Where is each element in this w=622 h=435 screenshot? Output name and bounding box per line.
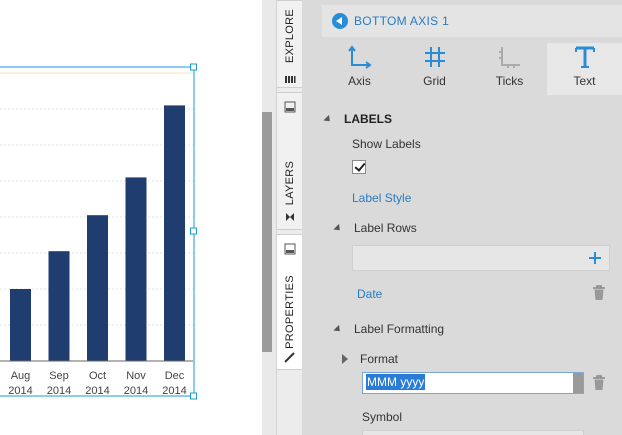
label-rows-title: Label Rows <box>354 221 417 235</box>
show-labels-label: Show Labels <box>352 137 421 151</box>
ticks-icon <box>498 47 520 68</box>
text-icon <box>574 46 595 68</box>
label-formatting-title: Label Formatting <box>354 322 445 336</box>
x-tick-label: 2014 <box>124 385 148 397</box>
label-rows-header[interactable]: Label Rows <box>333 221 417 235</box>
tab-grid-label: Grid <box>423 74 446 88</box>
panel-header: BOTTOM AXIS 1 <box>322 5 622 37</box>
selection-handle-bottom-right[interactable] <box>190 392 197 400</box>
axis-property-tabs: Axis Grid Ticks Text <box>322 43 622 95</box>
x-axis-tick-labels: Aug 2014 Sep 2014 Oct 2014 Nov 2014 Dec 2014 <box>8 370 186 397</box>
tab-axis[interactable]: Axis <box>322 43 397 95</box>
collapse-icon <box>333 324 343 334</box>
bar-nov[interactable] <box>125 177 147 361</box>
trash-icon[interactable] <box>592 375 606 391</box>
books-icon <box>285 76 296 83</box>
x-tick-label: Nov <box>126 370 146 382</box>
x-tick-label: Aug <box>11 370 31 382</box>
symbol-label: Symbol <box>362 410 403 424</box>
format-dropdown-handle[interactable] <box>573 373 583 393</box>
panel-splitter[interactable] <box>262 0 276 435</box>
brush-icon <box>284 352 295 363</box>
labels-section-title: LABELS <box>344 112 392 126</box>
bar-sep[interactable] <box>48 251 70 361</box>
format-input-value: MMM yyyy <box>366 374 426 390</box>
tab-text-label: Text <box>573 74 596 88</box>
format-input[interactable]: MMM yyyy <box>362 372 584 394</box>
tab-properties-label: PROPERTIES <box>283 275 296 349</box>
x-tick-label: 2014 <box>8 385 32 397</box>
bar-oct[interactable] <box>87 215 108 361</box>
splitter-scrollbar-thumb[interactable] <box>262 112 272 352</box>
collapse-icon <box>333 223 343 233</box>
symbol-input[interactable] <box>362 430 584 435</box>
tab-axis-label: Axis <box>348 74 371 88</box>
chart-bars <box>10 105 185 362</box>
tab-ticks[interactable]: Ticks <box>472 43 547 95</box>
selection-handle-top-right[interactable] <box>190 63 197 71</box>
bar-aug[interactable] <box>10 289 31 361</box>
label-rows-list <box>352 245 610 271</box>
tab-text[interactable]: Text <box>547 43 622 95</box>
tab-layers-label: LAYERS <box>283 160 296 206</box>
panel-icon <box>284 243 296 255</box>
properties-panel: BOTTOM AXIS 1 Axis Grid Ticks <box>302 0 622 435</box>
selection-handle-right[interactable] <box>190 227 197 235</box>
label-formatting-header[interactable]: Label Formatting <box>333 322 445 336</box>
x-tick-label: 2014 <box>162 385 186 397</box>
collapse-icon <box>323 114 333 124</box>
x-tick-label: 2014 <box>47 385 71 397</box>
panel-icon <box>284 101 296 113</box>
tab-explore-label: EXPLORE <box>283 8 296 64</box>
tab-layers[interactable]: LAYERS <box>277 92 303 230</box>
layers-icon <box>286 213 294 221</box>
bar-dec[interactable] <box>164 105 185 362</box>
vertical-tab-strip: EXPLORE LAYERS PROPERTIES <box>276 0 303 435</box>
trash-icon[interactable] <box>592 285 606 301</box>
label-row-date-link[interactable]: Date <box>357 287 383 301</box>
x-tick-label: Sep <box>49 370 69 382</box>
x-tick-label: Oct <box>89 370 106 382</box>
bar-chart[interactable]: Aug 2014 Sep 2014 Oct 2014 Nov 2014 Dec 2014 <box>0 0 262 435</box>
tab-properties[interactable]: PROPERTIES <box>277 234 303 370</box>
axis-icon <box>347 45 372 69</box>
tab-ticks-label: Ticks <box>495 74 524 88</box>
tab-explore[interactable]: EXPLORE <box>277 0 303 88</box>
back-icon[interactable] <box>332 13 348 29</box>
format-header[interactable]: Format <box>342 352 398 366</box>
tab-grid[interactable]: Grid <box>397 43 472 95</box>
expand-icon <box>342 354 348 364</box>
x-tick-label: Dec <box>165 370 185 382</box>
show-labels-checkbox[interactable] <box>352 160 366 174</box>
panel-header-title: BOTTOM AXIS 1 <box>354 14 450 28</box>
format-title: Format <box>360 352 399 366</box>
label-style-link[interactable]: Label Style <box>352 191 412 205</box>
grid-icon <box>424 47 445 67</box>
add-icon[interactable] <box>585 248 605 268</box>
x-tick-label: 2014 <box>85 385 109 397</box>
labels-section-header[interactable]: LABELS <box>323 112 392 126</box>
chart-canvas[interactable]: Aug 2014 Sep 2014 Oct 2014 Nov 2014 Dec 2014 <box>0 0 262 435</box>
